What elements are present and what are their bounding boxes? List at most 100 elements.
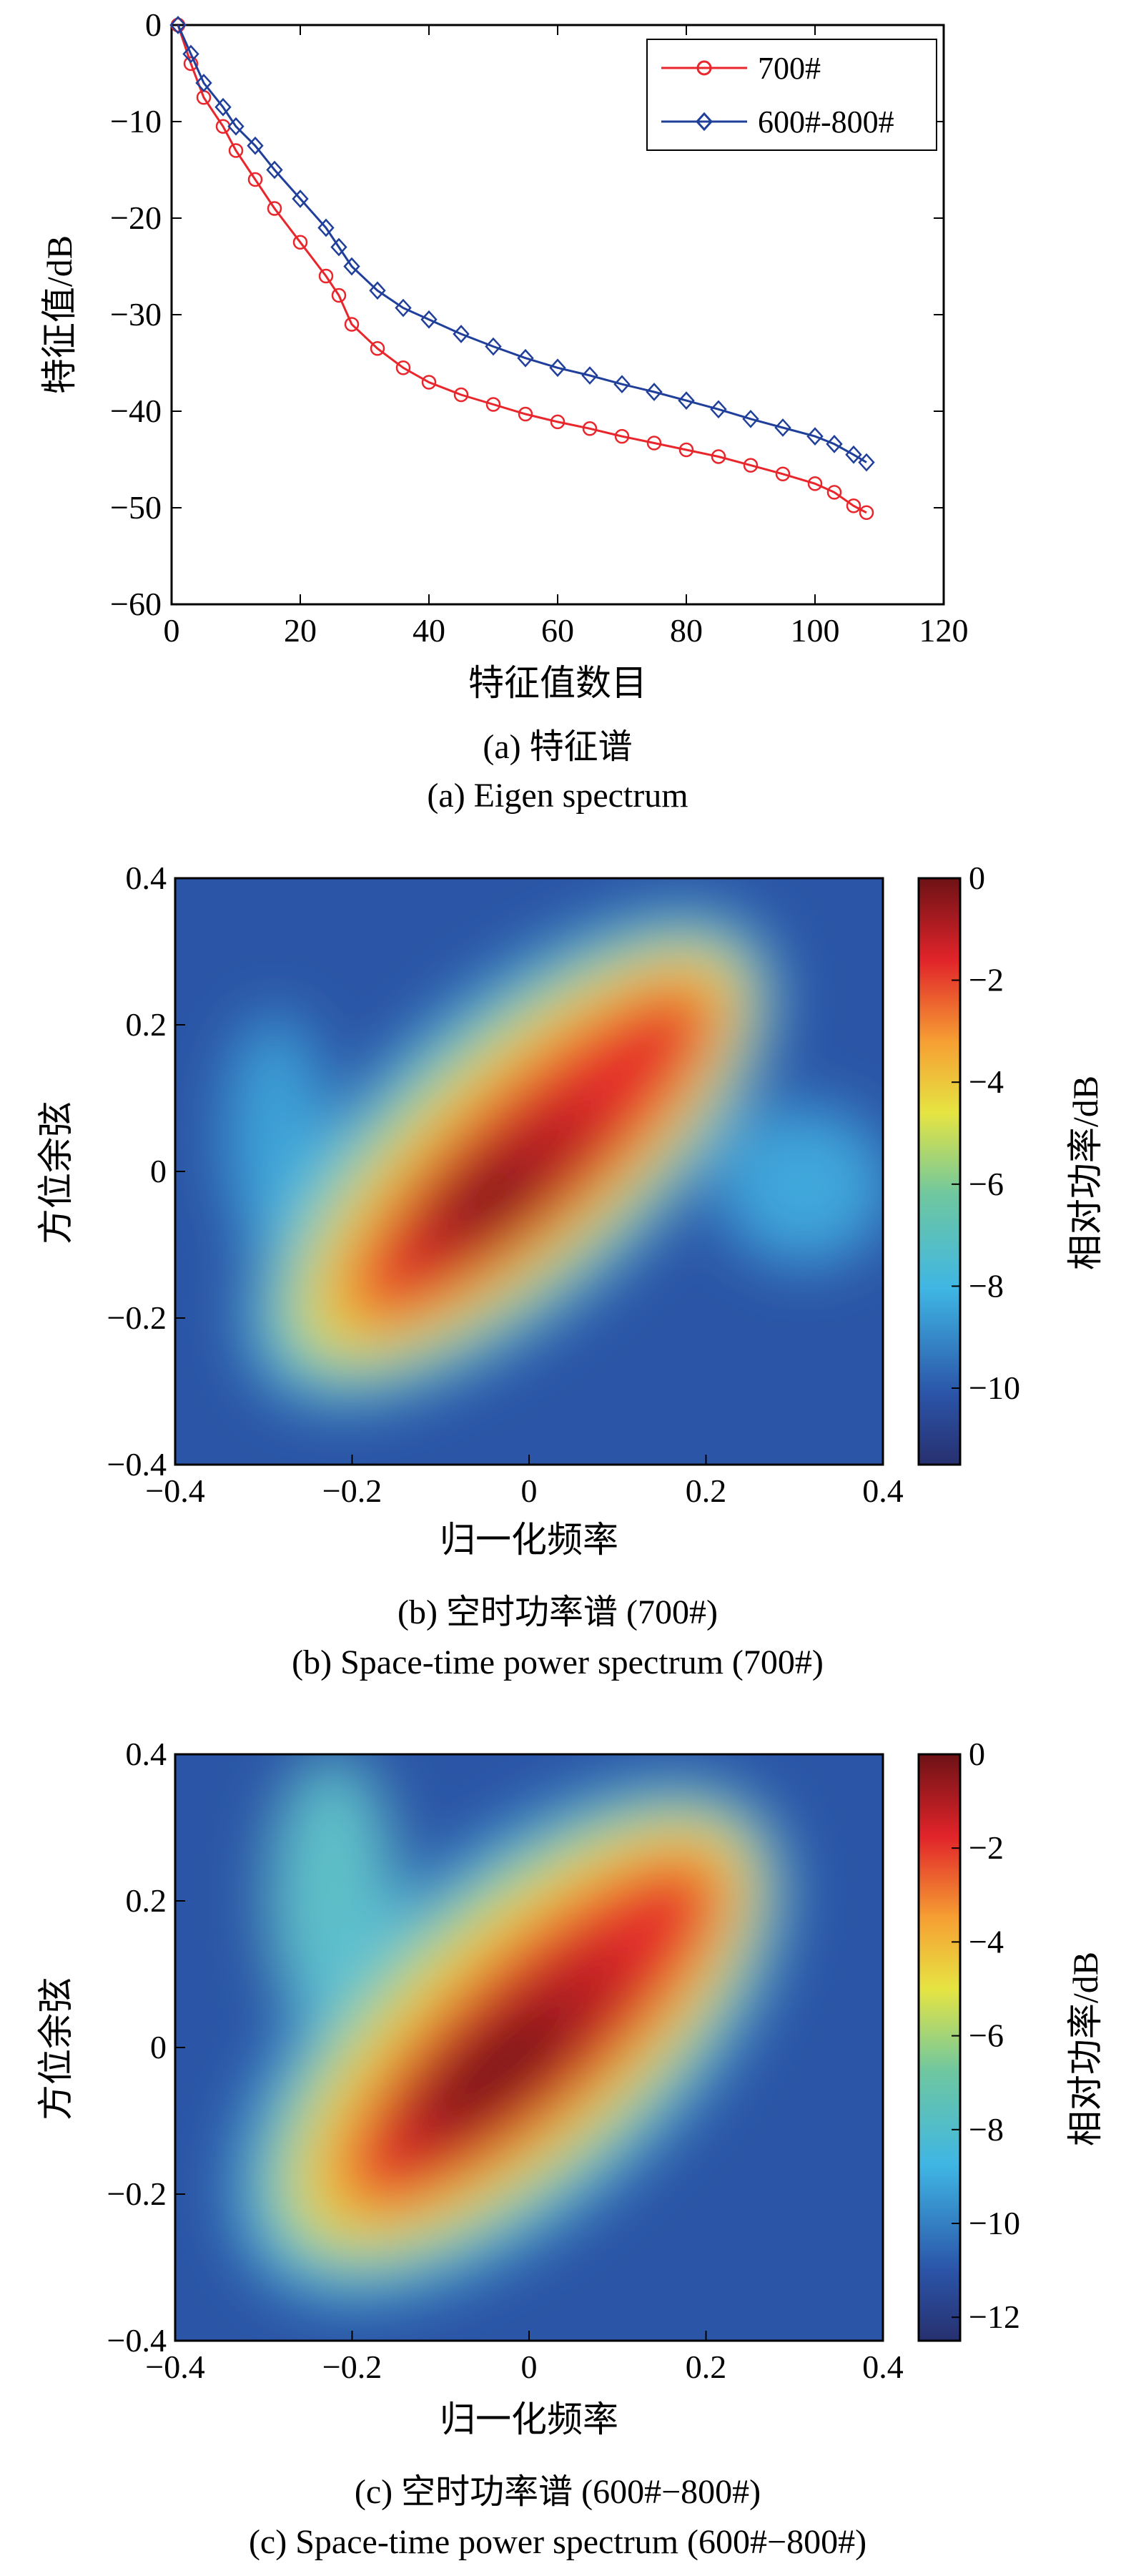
data-point-700 [614,428,630,444]
colorbar-c [917,1753,962,2342]
y-tick-label: −0.2 [107,1299,167,1336]
y-tick-label: 0.4 [126,1736,167,1772]
data-point-600-800 [485,337,502,356]
x-tick-label: 0 [521,1473,538,1509]
y-tick-label: −20 [110,200,162,236]
data-point-700 [582,421,598,436]
caption-a-cn: (a) 特征谱 [483,728,632,766]
colorbar-tick-label: −4 [969,1923,1004,1960]
data-point-700 [344,317,360,332]
data-point-700 [743,458,759,473]
x-tick-label: −0.2 [322,1473,382,1509]
data-point-600-800 [182,44,199,64]
x-tick-label: −0.4 [145,2349,204,2385]
data-point-600-800 [826,435,843,453]
series-group-a [169,16,875,520]
colorbar-tick-label: 0 [969,1736,985,1772]
y-tick-label: −10 [110,103,162,139]
colorbar-tick-label: −2 [969,1829,1004,1866]
x-tick-label: 0.2 [686,1473,727,1509]
x-tick-label: 40 [413,612,445,649]
panel-b: −0.4 −0.2 0 0.2 0.4 0.4 0.2 0 −0.2 −0.4 0 −2 −4 −6 −8… [36,860,1105,1681]
colorbar-tick-label: −2 [969,962,1004,998]
legend-label-600-800: 600#-800# [758,104,894,139]
data-point-700 [228,143,244,158]
data-point-700 [395,360,411,375]
data-point-600-800 [420,310,438,329]
data-point-700 [859,505,874,520]
x-tick-label: −0.4 [145,1473,204,1509]
colorbar-tick-label: −8 [969,2111,1004,2148]
data-point-700 [318,268,334,284]
x-tick-label: 120 [919,612,969,649]
data-point-700 [331,287,347,303]
data-point-600-800 [678,391,695,411]
x-axis-label-a: 特征值数目 [468,663,647,703]
data-point-600-800 [646,383,663,401]
x-tick-label: 20 [284,612,317,649]
colorbar-label-c: 相对功率/dB [1065,1952,1105,2146]
legend-a: 700# 600#-800# [646,39,937,151]
data-point-700 [646,436,662,451]
y-tick-label: 0.2 [126,1882,167,1919]
data-point-700 [846,498,861,513]
data-point-600-800 [742,409,759,428]
x-axis-label-b: 归一化频率 [440,1520,618,1560]
colorbar-tick-label: −6 [969,2017,1004,2054]
colorbar-ticks-b: 0 −2 −4 −6 −8 −10 [952,860,1020,1406]
y-tick-label: −0.4 [107,2322,167,2359]
data-point-600-800 [845,445,862,464]
caption-b-en: (b) Space-time power spectrum (700#) [292,1643,824,1681]
y-axis-label-a: 特征值/dB [39,235,79,394]
data-point-600-800 [549,358,566,378]
x-tick-label: 0.4 [862,2349,904,2385]
y-axis-label-c: 方位余弦 [36,1977,76,2120]
colorbar-ticks-c: 0 −2 −4 −6 −8 −10 −12 [952,1736,1020,2335]
y-tick-label: −30 [110,296,162,333]
x-tick-label: 0 [521,2349,538,2385]
x-axis-label-c: 归一化频率 [440,2399,618,2439]
data-point-700 [292,235,308,250]
x-tick-label: 0.4 [862,1473,904,1509]
colorbar-b [917,877,962,1466]
y-tick-label: 0 [150,1153,167,1189]
y-tick-label: 0.4 [126,860,167,896]
colorbar-tick-label: −12 [969,2299,1020,2335]
data-point-600-800 [806,427,824,446]
colorbar-tick-label: −4 [969,1063,1004,1100]
y-axis-label-b: 方位余弦 [36,1101,76,1244]
data-point-700 [453,387,469,403]
data-point-700 [267,201,282,216]
data-point-600-800 [195,74,212,92]
data-point-600-800 [369,281,386,300]
data-point-700 [678,442,694,458]
colorbar-tick-label: −6 [969,1166,1004,1202]
series-line-700 [177,24,867,514]
data-point-700 [550,414,566,430]
data-point-600-800 [292,190,309,208]
caption-a-en: (a) Eigen spectrum [427,777,688,815]
data-point-700 [711,449,726,464]
y-tick-label: −40 [110,393,162,429]
series-line-600-800 [177,24,867,463]
y-tick-label: −60 [110,586,162,622]
data-point-700 [775,466,791,481]
data-point-700 [807,476,823,491]
data-point-600-800 [214,97,232,117]
data-point-600-800 [858,453,875,472]
y-tick-label: 0.2 [126,1006,167,1043]
data-point-700 [247,172,263,187]
caption-c-en: (c) Space-time power spectrum (600#−800#… [249,2523,866,2561]
data-point-700 [518,406,533,422]
legend-box [646,39,937,151]
y-tick-label: −50 [110,489,162,526]
data-point-600-800 [774,418,791,437]
data-point-700 [370,341,385,356]
colorbar-label-b: 相对功率/dB [1065,1076,1105,1270]
colorbar-tick-label: 0 [969,860,985,896]
heatmap-b [175,878,883,1465]
data-point-600-800 [395,298,412,318]
x-tick-label: −0.2 [322,2349,382,2385]
data-point-600-800 [227,117,245,136]
